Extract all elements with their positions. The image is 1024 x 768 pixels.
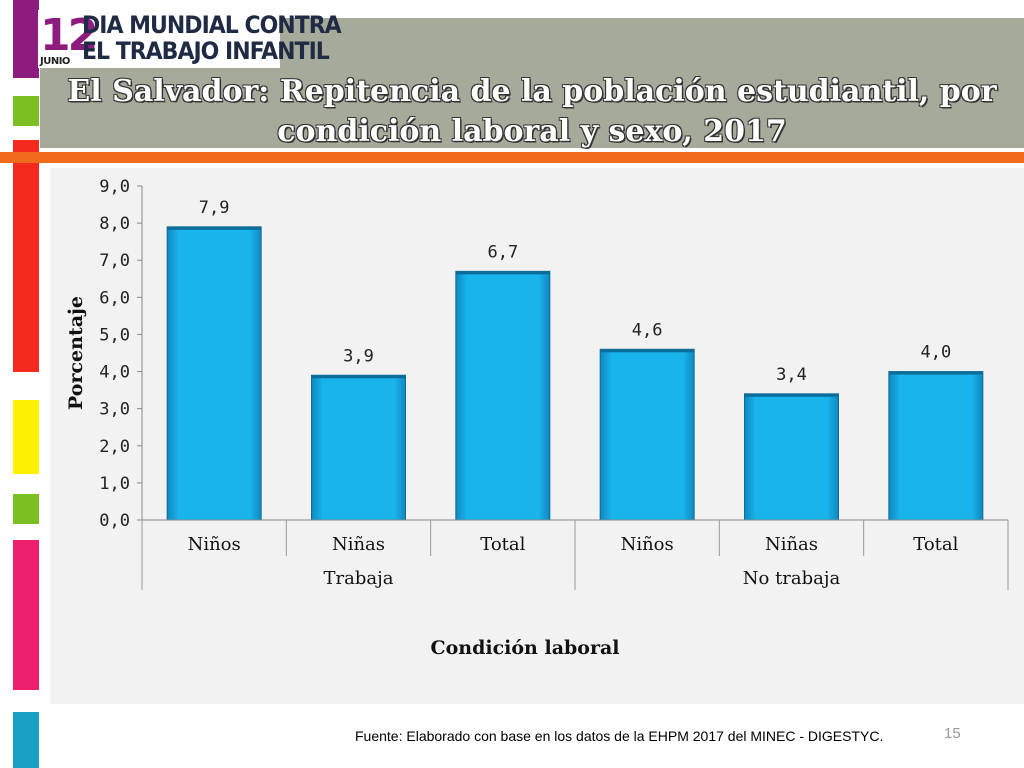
y-tick-label: 7,0 xyxy=(99,251,130,271)
y-tick-label: 1,0 xyxy=(99,474,130,494)
bar xyxy=(744,393,839,521)
stripe-green-2 xyxy=(13,494,39,524)
chart-panel: 0,0 1,0 2,0 3,0 4,0 5,0 6,0 7,0 8,0 9,0 7,9 3,9 6,7 4… xyxy=(50,168,1024,704)
bar-top-edge xyxy=(744,393,839,397)
y-tick-label: 9,0 xyxy=(99,177,130,197)
y-tick-label: 4,0 xyxy=(99,363,130,383)
bar xyxy=(455,270,551,521)
y-tick-label: 6,0 xyxy=(99,288,130,308)
y-tick-label: 8,0 xyxy=(99,214,130,234)
bar xyxy=(311,374,406,521)
data-label: 7,9 xyxy=(199,198,230,218)
data-label: 4,6 xyxy=(632,320,663,340)
x-category-label: Niñas xyxy=(332,534,385,555)
x-category-label: Total xyxy=(480,534,525,555)
y-tick-label: 5,0 xyxy=(99,325,130,345)
bar-top-edge xyxy=(600,349,695,353)
logo-month: JUNIO xyxy=(40,56,70,67)
bar-top-edge xyxy=(455,271,550,275)
x-category-label: Niños xyxy=(188,534,241,555)
data-label: 4,0 xyxy=(920,343,951,363)
y-axis-title: Porcentaje xyxy=(65,296,87,410)
bar-top-edge xyxy=(888,371,983,375)
source-note: Fuente: Elaborado con base en los datos … xyxy=(355,728,884,744)
bar-top-edge xyxy=(167,226,262,230)
bar xyxy=(599,348,695,521)
bar-top-edge xyxy=(311,375,406,379)
x-category-label: Niñas xyxy=(765,534,818,555)
x-category-label: Total xyxy=(913,534,958,555)
x-category-label: Niños xyxy=(621,534,674,555)
logo-line-1: DIA MUNDIAL CONTRA xyxy=(82,12,342,40)
x-group-label: No trabaja xyxy=(743,568,841,589)
logo-line-2: EL TRABAJO INFANTIL xyxy=(82,38,330,66)
data-label: 3,4 xyxy=(776,365,807,385)
data-label: 6,7 xyxy=(487,242,518,262)
stripe-yellow xyxy=(13,400,39,474)
x-axis-title: Condición laboral xyxy=(430,637,619,659)
bar-chart: 0,0 1,0 2,0 3,0 4,0 5,0 6,0 7,0 8,0 9,0 7,9 3,9 6,7 4… xyxy=(65,177,1009,659)
stripe-green xyxy=(13,96,39,126)
logo-day: 12 xyxy=(40,10,98,61)
stripe-red xyxy=(13,140,39,372)
y-tick-label: 2,0 xyxy=(99,437,130,457)
y-tick-label: 3,0 xyxy=(99,400,130,420)
y-tick-label: 0,0 xyxy=(99,511,130,531)
x-group-label: Trabaja xyxy=(324,568,394,589)
page-number: 15 xyxy=(944,725,961,742)
data-label: 3,9 xyxy=(343,346,374,366)
bar xyxy=(166,226,262,521)
orange-divider xyxy=(0,152,1024,163)
stripe-pink xyxy=(13,540,39,690)
slide-title: El Salvador: Repitencia de la población … xyxy=(67,74,997,149)
stripe-purple xyxy=(13,0,39,78)
stripe-blue xyxy=(13,712,39,768)
event-logo: 12 JUNIO DIA MUNDIAL CONTRA EL TRABAJO I… xyxy=(38,10,342,68)
bar xyxy=(888,371,984,521)
